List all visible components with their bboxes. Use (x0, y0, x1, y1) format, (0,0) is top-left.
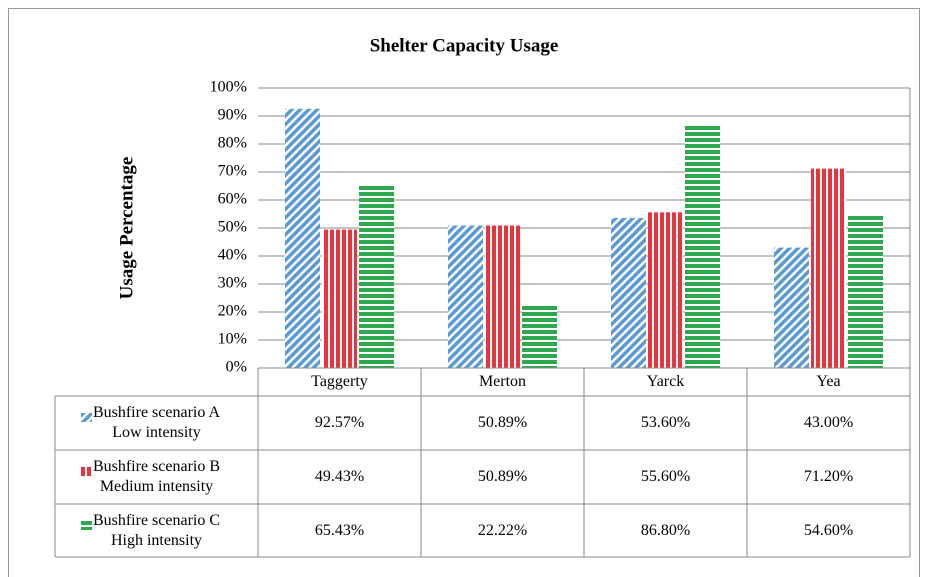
data-label: 49.43% (314, 468, 365, 485)
legend-entry: Bushfire scenario A Low intensity (55, 396, 258, 450)
data-label: 50.89% (477, 414, 528, 431)
y-tick-label: 20% (218, 303, 247, 320)
data-label: 50.89% (477, 468, 528, 485)
y-tick-label: 40% (218, 247, 247, 264)
bar (448, 225, 483, 368)
y-tick-label: 100% (210, 79, 247, 96)
data-label: 55.60% (640, 468, 691, 485)
legend-key (80, 462, 92, 476)
bar (648, 212, 683, 368)
legend-key (80, 516, 92, 530)
bar (611, 217, 646, 368)
data-label: 43.00% (803, 414, 854, 431)
bar (322, 229, 357, 368)
y-tick-label: 50% (218, 219, 247, 236)
legend-entry: Bushfire scenario C High intensity (55, 504, 258, 557)
bar (359, 184, 394, 368)
bar (848, 215, 883, 368)
y-tick-label: 70% (218, 163, 247, 180)
legend-label: Bushfire scenario C High intensity (92, 511, 221, 549)
y-tick-label: 90% (218, 107, 247, 124)
bar (774, 247, 809, 368)
y-tick-label: 0% (226, 359, 247, 376)
data-label: 54.60% (803, 521, 854, 539)
legend-label: Bushfire scenario A Low intensity (92, 404, 221, 441)
data-label: 71.20% (803, 468, 854, 485)
data-label: 22.22% (477, 521, 528, 539)
chart-title: Shelter Capacity Usage (370, 35, 559, 56)
y-tick-label: 10% (218, 331, 247, 348)
category-label: Yea (816, 373, 841, 390)
legend-label: Bushfire scenario B Medium intensity (92, 458, 221, 495)
data-label: 86.80% (640, 521, 691, 539)
data-label: 53.60% (640, 414, 691, 431)
bar (522, 305, 557, 368)
y-tick-label: 80% (218, 135, 247, 152)
bar (485, 225, 520, 368)
data-label: 65.43% (314, 521, 365, 539)
y-axis-title: Usage Percentage (116, 157, 137, 300)
legend-entry: Bushfire scenario B Medium intensity (55, 450, 258, 504)
chart-border (8, 8, 920, 577)
category-label: Yarck (646, 373, 685, 390)
legend-key (80, 408, 92, 422)
bar (285, 108, 320, 368)
y-tick-label: 60% (218, 191, 247, 208)
bar (811, 168, 846, 368)
data-label: 92.57% (314, 414, 365, 431)
category-label: Merton (478, 373, 527, 390)
category-label: Taggerty (311, 373, 368, 390)
y-tick-label: 30% (218, 275, 247, 292)
bar (685, 124, 720, 369)
